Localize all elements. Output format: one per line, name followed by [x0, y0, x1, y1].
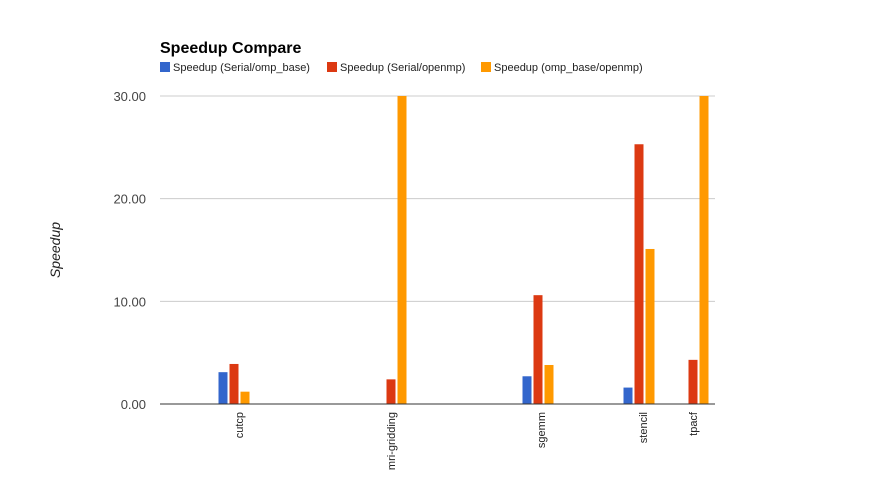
- bar-cutcp-2: [240, 391, 250, 404]
- bar-cutcp-0: [218, 372, 228, 404]
- bar-sgemm-0: [522, 376, 532, 404]
- legend-swatch: [327, 62, 337, 72]
- x-tick-label: sgemm: [536, 412, 548, 448]
- legend: Speedup (Serial/omp_base) Speedup (Serial…: [160, 62, 643, 74]
- legend-label: Speedup (omp_base/openmp): [494, 62, 643, 74]
- x-tick-label: mri-gridding: [386, 412, 398, 470]
- y-tick-label: 10.00: [113, 294, 146, 309]
- bar-stencil-0: [623, 387, 633, 404]
- legend-label: Speedup (Serial/openmp): [340, 62, 465, 74]
- bar-mri-gridding-1: [386, 379, 396, 404]
- bar-sgemm-1: [533, 295, 543, 404]
- x-tick-label: cutcp: [234, 412, 246, 438]
- x-tick-label: tpacf: [688, 411, 700, 436]
- bars: [218, 96, 709, 404]
- legend-swatch: [481, 62, 491, 72]
- bar-cutcp-1: [229, 363, 239, 404]
- y-tick-label: 30.00: [113, 89, 146, 104]
- bar-stencil-1: [634, 144, 644, 404]
- legend-swatch: [160, 62, 170, 72]
- bar-tpacf-2: [699, 96, 709, 404]
- bar-tpacf-1: [688, 359, 698, 404]
- y-tick-label: 20.00: [113, 192, 146, 207]
- y-axis-ticks: 0.00 10.00 20.00 30.00: [113, 89, 146, 412]
- chart-title: Speedup Compare: [160, 40, 301, 57]
- gridlines: [160, 95, 715, 302]
- bar-stencil-2: [645, 248, 655, 404]
- y-axis-label: Speedup: [47, 222, 63, 278]
- x-tick-label: stencil: [638, 412, 650, 443]
- bar-sgemm-2: [544, 364, 554, 404]
- x-axis-labels: cutcp mri-gridding sgemm stencil tpacf: [234, 411, 700, 470]
- bar-mri-gridding-2: [397, 96, 407, 404]
- legend-label: Speedup (Serial/omp_base): [173, 62, 310, 74]
- y-tick-label: 0.00: [121, 397, 146, 412]
